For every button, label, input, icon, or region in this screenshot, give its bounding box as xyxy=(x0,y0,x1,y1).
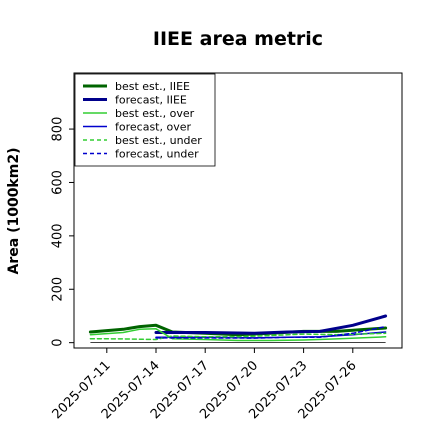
y-axis-label: Area (1000km2) xyxy=(6,148,22,275)
plot-frame xyxy=(73,72,403,349)
series-line-4 xyxy=(89,332,387,341)
y-tick-label: 600 xyxy=(51,170,66,195)
legend-label-4: best est., under xyxy=(115,134,202,147)
y-tick-label: 400 xyxy=(51,223,66,248)
legend-label-2: best est., over xyxy=(115,107,195,120)
series-line-2 xyxy=(89,328,387,342)
y-tick-label: 200 xyxy=(51,277,66,302)
legend-label-0: best est., IIEE xyxy=(115,80,190,93)
chart-title: IIEE area metric xyxy=(153,28,323,50)
legend-label-5: forecast, under xyxy=(115,148,199,161)
y-tick-label: 800 xyxy=(51,117,66,142)
legend-box xyxy=(74,73,216,167)
y-tick-label: 0 xyxy=(51,339,66,347)
legend-label-3: forecast, over xyxy=(115,121,191,134)
legend-label-1: forecast, IIEE xyxy=(115,94,187,107)
series-line-5 xyxy=(155,325,387,339)
series-line-1 xyxy=(154,314,388,335)
